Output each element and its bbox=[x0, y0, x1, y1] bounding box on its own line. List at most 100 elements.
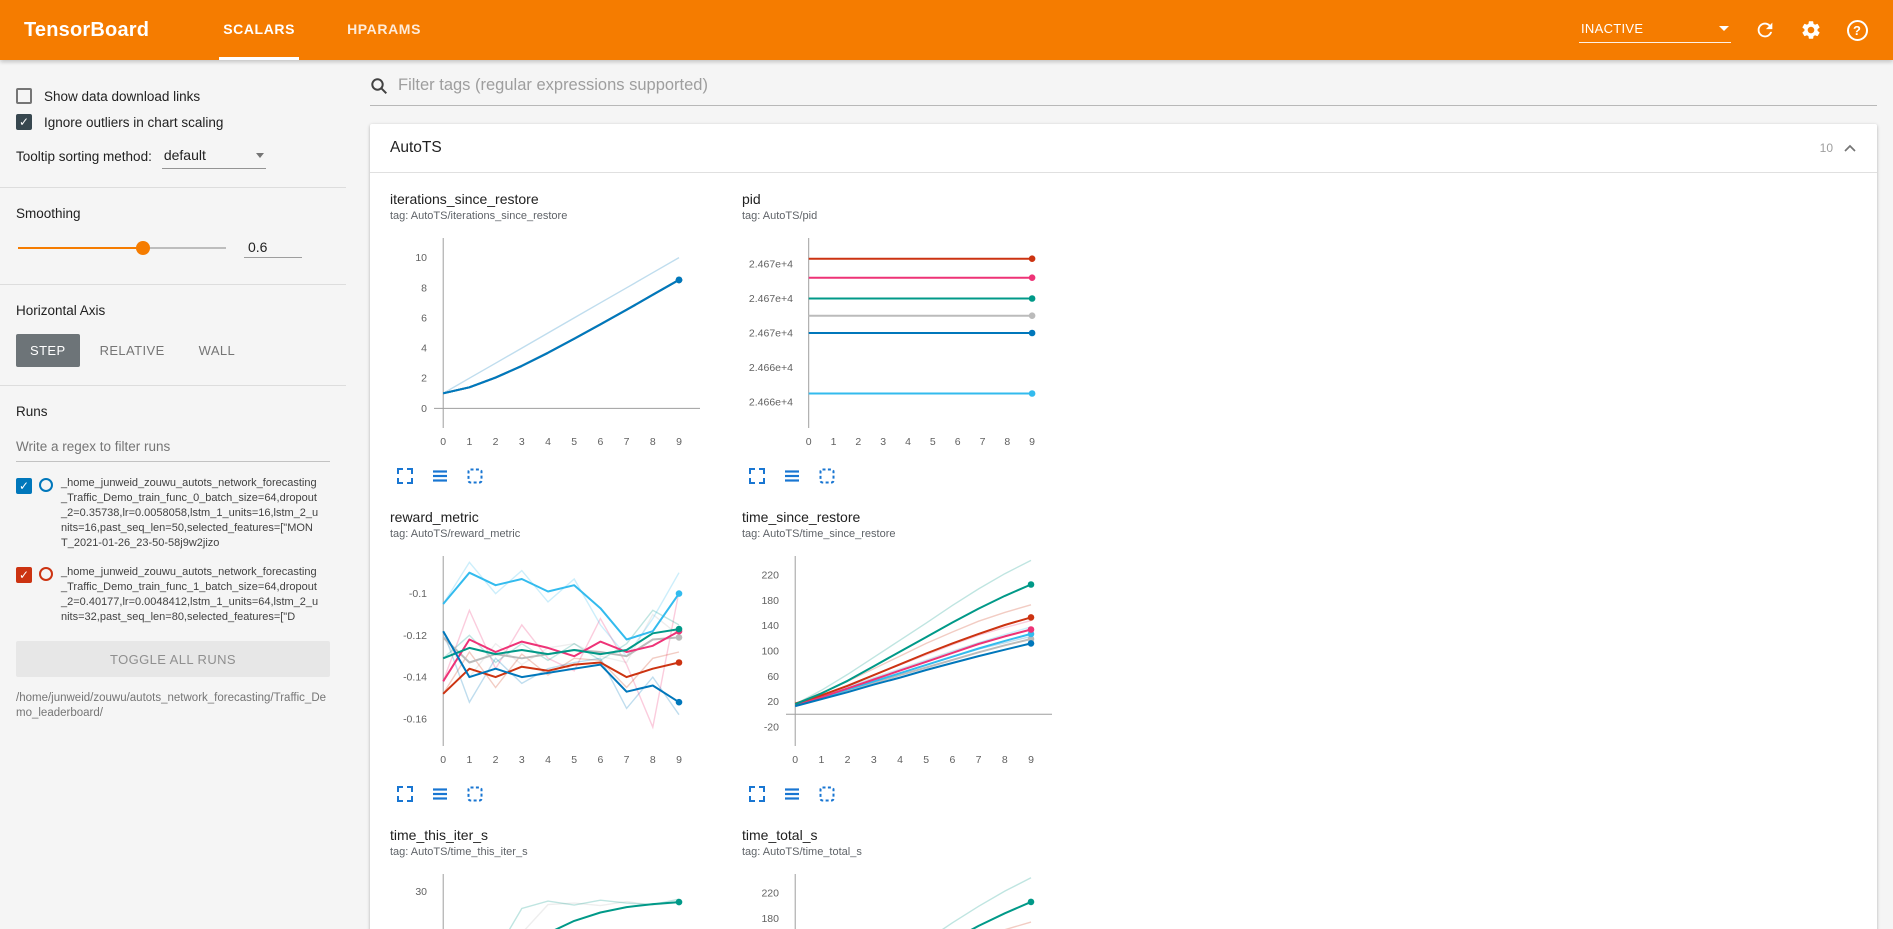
show-download-links-label: Show data download links bbox=[44, 88, 201, 104]
expand-chart-icon[interactable] bbox=[746, 465, 768, 487]
svg-text:9: 9 bbox=[1028, 754, 1034, 766]
axis-step-button[interactable]: STEP bbox=[16, 334, 80, 367]
settings-gear-icon[interactable] bbox=[1799, 18, 1823, 42]
svg-text:2.466e+4: 2.466e+4 bbox=[749, 397, 793, 409]
svg-text:4: 4 bbox=[545, 754, 551, 766]
run-name: _home_junweid_zouwu_autots_network_forec… bbox=[61, 477, 319, 549]
svg-text:-0.1: -0.1 bbox=[409, 588, 427, 600]
svg-text:-0.14: -0.14 bbox=[403, 672, 427, 684]
smoothing-slider-thumb[interactable] bbox=[135, 240, 150, 255]
tooltip-sorting-value: default bbox=[163, 147, 206, 163]
axis-relative-button[interactable]: RELATIVE bbox=[99, 343, 165, 358]
svg-text:20: 20 bbox=[767, 696, 779, 708]
section-title: AutoTS bbox=[390, 139, 442, 156]
run-checkbox[interactable]: ✓ bbox=[16, 567, 32, 583]
run-solo-radio[interactable] bbox=[39, 478, 53, 492]
runs-label: Runs bbox=[16, 404, 48, 419]
fit-domain-icon[interactable] bbox=[464, 465, 486, 487]
toggle-all-runs-button[interactable]: TOGGLE ALL RUNS bbox=[16, 641, 330, 677]
expand-chart-icon[interactable] bbox=[394, 465, 416, 487]
charts-grid: iterations_since_restore tag: AutoTS/ite… bbox=[370, 173, 1448, 929]
svg-text:1: 1 bbox=[466, 436, 472, 448]
svg-text:-0.12: -0.12 bbox=[403, 630, 427, 642]
svg-text:1: 1 bbox=[818, 754, 824, 766]
scalar-chart-card: time_this_iter_s tag: AutoTS/time_this_i… bbox=[384, 821, 736, 929]
settings-sidebar: Show data download links ✓ Ignore outlie… bbox=[0, 60, 346, 929]
svg-text:3: 3 bbox=[871, 754, 877, 766]
ignore-outliers-label: Ignore outliers in chart scaling bbox=[44, 114, 224, 130]
smoothing-value-input[interactable] bbox=[244, 237, 302, 258]
status-dropdown[interactable]: INACTIVE bbox=[1579, 17, 1731, 43]
run-item[interactable]: ✓ _home_junweid_zouwu_autots_network_for… bbox=[16, 476, 330, 551]
tag-filter-input[interactable] bbox=[398, 76, 1877, 95]
chevron-up-icon[interactable] bbox=[1843, 143, 1857, 153]
ignore-outliers-row[interactable]: ✓ Ignore outliers in chart scaling bbox=[16, 114, 330, 130]
chart-tag: tag: AutoTS/time_since_restore bbox=[742, 528, 896, 540]
chart-title: pid bbox=[742, 191, 761, 207]
expand-chart-icon[interactable] bbox=[394, 783, 416, 805]
axis-wall-button[interactable]: WALL bbox=[198, 343, 236, 358]
status-dropdown-value: INACTIVE bbox=[1581, 21, 1644, 36]
run-selector-icon[interactable] bbox=[429, 783, 451, 805]
chart-tag: tag: AutoTS/iterations_since_restore bbox=[390, 210, 568, 222]
scalar-chart-card: reward_metric tag: AutoTS/reward_metric … bbox=[384, 503, 736, 811]
svg-text:220: 220 bbox=[761, 888, 779, 900]
svg-text:4: 4 bbox=[545, 436, 551, 448]
chart-title: time_this_iter_s bbox=[390, 827, 489, 843]
svg-text:5: 5 bbox=[571, 436, 577, 448]
svg-text:2: 2 bbox=[493, 754, 499, 766]
run-selector-icon[interactable] bbox=[781, 465, 803, 487]
chart-plot[interactable]: 0 2 4 6 8 10 0 1 2 3 4 5 6 7 8 9 bbox=[390, 226, 712, 458]
svg-text:180: 180 bbox=[761, 913, 779, 925]
tooltip-sorting-dropdown[interactable]: default bbox=[161, 144, 266, 169]
run-selector-icon[interactable] bbox=[429, 465, 451, 487]
run-solo-radio[interactable] bbox=[39, 567, 53, 581]
autots-section-card: AutoTS 10 iterations_since_restore tag: … bbox=[370, 124, 1877, 929]
fit-domain-icon[interactable] bbox=[816, 465, 838, 487]
tooltip-sorting-label: Tooltip sorting method: bbox=[16, 149, 152, 164]
ignore-outliers-checkbox[interactable]: ✓ bbox=[16, 114, 32, 130]
fit-domain-icon[interactable] bbox=[464, 783, 486, 805]
chart-plot[interactable]: -0.1 -0.12 -0.14 -0.16 0 1 2 3 4 5 6 7 8 9 bbox=[390, 544, 712, 776]
show-download-links-row[interactable]: Show data download links bbox=[16, 88, 330, 104]
run-selector-icon[interactable] bbox=[781, 783, 803, 805]
chevron-down-icon bbox=[1719, 26, 1729, 31]
svg-text:2: 2 bbox=[421, 373, 427, 385]
svg-text:140: 140 bbox=[761, 620, 779, 632]
header-actions: INACTIVE ? bbox=[1579, 17, 1869, 43]
show-download-links-checkbox[interactable] bbox=[16, 88, 32, 104]
chart-tag: tag: AutoTS/reward_metric bbox=[390, 528, 521, 540]
chart-plot[interactable]: 2.467e+4 2.467e+4 2.467e+4 2.466e+4 2.466e+4… bbox=[742, 226, 1064, 458]
svg-text:220: 220 bbox=[761, 570, 779, 582]
svg-text:0: 0 bbox=[440, 754, 446, 766]
fit-domain-icon[interactable] bbox=[816, 783, 838, 805]
scalar-chart-card: time_total_s tag: AutoTS/time_total_s -2… bbox=[736, 821, 1088, 929]
smoothing-slider[interactable] bbox=[18, 240, 226, 255]
section-header[interactable]: AutoTS 10 bbox=[370, 124, 1877, 173]
run-checkbox[interactable]: ✓ bbox=[16, 478, 32, 494]
svg-text:5: 5 bbox=[930, 436, 936, 448]
refresh-icon[interactable] bbox=[1753, 18, 1777, 42]
svg-text:9: 9 bbox=[676, 436, 682, 448]
runs-filter-input[interactable] bbox=[16, 435, 330, 462]
svg-text:0: 0 bbox=[440, 436, 446, 448]
chart-plot[interactable]: 01020300123456789 bbox=[390, 862, 712, 929]
svg-text:1: 1 bbox=[466, 754, 472, 766]
svg-text:5: 5 bbox=[923, 754, 929, 766]
chart-title: reward_metric bbox=[390, 509, 479, 525]
svg-text:3: 3 bbox=[519, 754, 525, 766]
svg-text:0: 0 bbox=[421, 403, 427, 415]
search-icon bbox=[371, 77, 388, 94]
section-count: 10 bbox=[1819, 141, 1833, 155]
divider bbox=[0, 284, 346, 285]
tab-hparams[interactable]: HPARAMS bbox=[347, 20, 422, 37]
tab-scalars[interactable]: SCALARS bbox=[219, 0, 300, 60]
run-item[interactable]: ✓ _home_junweid_zouwu_autots_network_for… bbox=[16, 565, 330, 625]
svg-text:6: 6 bbox=[597, 436, 603, 448]
expand-chart-icon[interactable] bbox=[746, 783, 768, 805]
svg-text:9: 9 bbox=[676, 754, 682, 766]
svg-text:8: 8 bbox=[650, 754, 656, 766]
help-icon[interactable]: ? bbox=[1845, 18, 1869, 42]
